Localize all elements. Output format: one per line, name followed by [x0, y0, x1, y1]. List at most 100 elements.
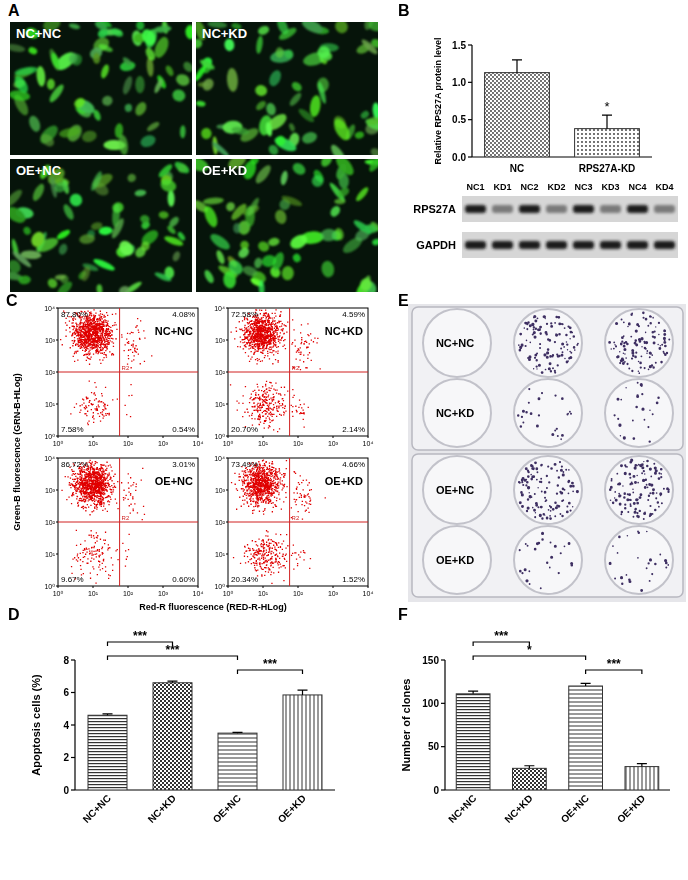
cell — [319, 159, 334, 169]
cell — [320, 228, 337, 241]
cell — [144, 46, 157, 62]
y-tick — [56, 340, 58, 341]
quadrant-line — [58, 372, 198, 373]
cell — [27, 114, 42, 133]
cell — [153, 78, 164, 94]
y-tick — [226, 436, 228, 437]
cell — [203, 269, 216, 285]
colonies — [614, 382, 660, 443]
y-axis — [444, 660, 445, 790]
cell — [328, 204, 342, 218]
significance: *** — [165, 643, 179, 657]
bands — [465, 205, 675, 213]
cell — [371, 238, 378, 246]
cell — [258, 280, 265, 292]
x-tick — [333, 436, 334, 438]
quadrant-percent: 7.58% — [61, 425, 84, 434]
cell — [328, 143, 348, 155]
cell — [55, 279, 74, 292]
cell — [171, 250, 181, 262]
quadrant-percent: 4.59% — [342, 310, 365, 319]
cell — [309, 95, 322, 118]
cell — [336, 186, 351, 199]
y-tick — [441, 659, 445, 660]
axis-title: Relative RPS27A protein level — [433, 37, 443, 164]
tick-label: 10⁰ — [44, 433, 55, 440]
cell — [167, 190, 175, 207]
cell — [57, 243, 69, 256]
cells — [10, 160, 191, 292]
cell — [267, 68, 284, 88]
cell — [68, 22, 80, 30]
event-dots — [122, 534, 130, 567]
tick-label: 10¹ — [88, 590, 99, 597]
cell — [360, 274, 373, 292]
cell — [233, 223, 241, 234]
cell — [275, 47, 284, 58]
well — [423, 379, 491, 447]
tick-label: 10² — [45, 369, 56, 376]
significance: *** — [494, 629, 508, 643]
cell — [10, 43, 26, 54]
significance: *** — [607, 657, 621, 671]
event-dots — [60, 309, 118, 365]
well-label: OE+NC — [436, 484, 474, 496]
event-dots — [291, 471, 326, 520]
tick-label: 50 — [428, 741, 440, 752]
cell — [300, 22, 325, 36]
y-tick — [56, 372, 58, 373]
cell — [72, 96, 86, 110]
fluorescence-image — [10, 159, 192, 292]
quadrant-percent: 4.08% — [172, 310, 195, 319]
plot-label: OE+KD — [325, 475, 363, 487]
tick-label: 10³ — [45, 337, 56, 344]
tick-label: 10⁰ — [44, 583, 55, 590]
category-label: OE+NC — [559, 793, 591, 825]
cell — [257, 24, 271, 36]
event-dots — [291, 389, 309, 428]
tick-label: 10⁰ — [214, 433, 225, 440]
cell — [359, 109, 370, 120]
tick-label: 10⁰ — [53, 440, 64, 447]
y-tick — [56, 554, 58, 555]
cell — [18, 275, 31, 285]
cell — [96, 284, 103, 292]
cell — [363, 116, 378, 137]
tick-label: 10² — [123, 590, 134, 597]
event-dots — [70, 381, 118, 426]
fluorescence-image — [10, 22, 192, 155]
quadrant-percent: 73.49% — [231, 460, 258, 469]
lane-label: KD2 — [547, 182, 565, 192]
bar — [485, 73, 550, 157]
x-tick — [93, 436, 94, 438]
tick-label: 0 — [433, 785, 439, 796]
cell — [369, 146, 378, 155]
quadrant-percent: 87.80% — [61, 310, 88, 319]
image-label: OE+NC — [16, 163, 62, 178]
y-tick — [226, 586, 228, 587]
tick-label: 1.0 — [452, 77, 466, 88]
y-tick — [71, 724, 75, 725]
cell — [367, 159, 378, 174]
tick-label: 6 — [63, 687, 69, 698]
cell — [50, 52, 61, 69]
tick-label: 150 — [422, 655, 439, 666]
bar — [88, 715, 127, 790]
y-tick — [226, 404, 228, 405]
cell — [134, 189, 146, 197]
well-label: NC+KD — [436, 407, 474, 419]
background — [0, 0, 688, 880]
tick-label: 10⁰ — [223, 440, 234, 447]
cell — [10, 257, 23, 275]
image-label: NC+KD — [202, 26, 247, 41]
well — [514, 526, 582, 594]
cell — [98, 226, 112, 235]
quadrant-percent: 20.70% — [231, 425, 258, 434]
cell — [253, 257, 263, 269]
bars — [485, 60, 640, 157]
gate-label: R2 — [122, 515, 130, 521]
band — [519, 241, 540, 249]
error-bar — [103, 714, 113, 715]
event-dots — [231, 459, 288, 514]
cell — [99, 63, 110, 79]
